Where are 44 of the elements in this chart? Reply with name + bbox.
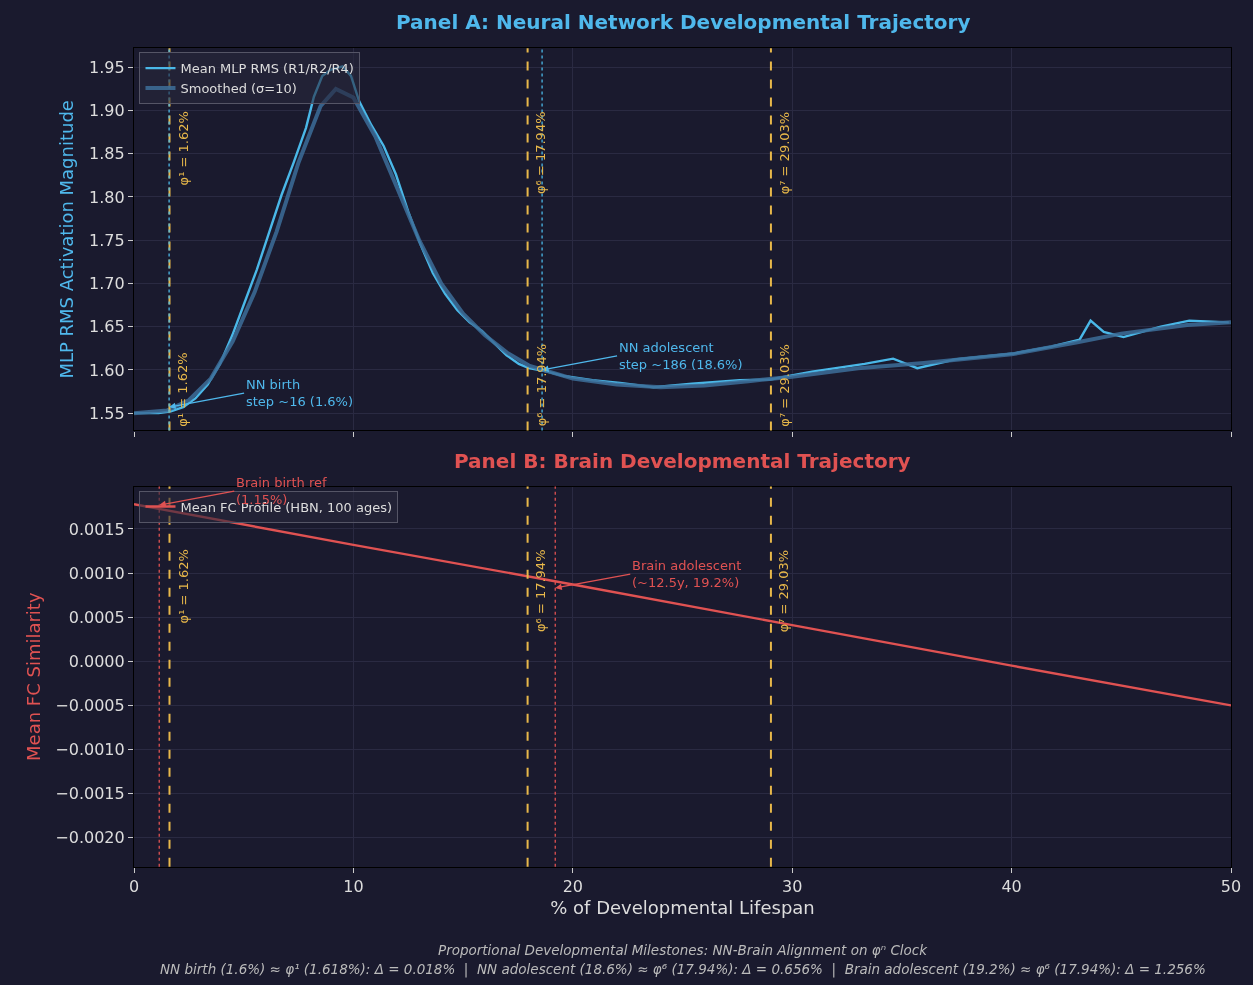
y-axis-title: Mean FC Similarity [22,592,44,761]
chart-title: Panel B: Brain Developmental Trajectory [454,449,911,473]
ref-line-label: φ⁶ = 17.94% [533,549,549,633]
legend-label: Mean MLP RMS (R1/R2/R4) [180,61,354,77]
x-tick-label: 50 [1220,877,1242,897]
y-tick-label: 1.60 [89,360,125,380]
x-axis-title: % of Developmental Lifespan [550,897,815,919]
annotation: NN adolescent step ~186 (18.6%) [619,340,743,372]
y-tick-label: 1.65 [89,317,125,337]
y-tick-label: 0.0010 [68,563,125,583]
y-tick-label: −0.0010 [55,740,125,760]
annotation: φ⁶ = 17.94% [533,343,549,427]
y-tick-label: 1.90 [89,101,125,121]
y-tick-label: −0.0015 [55,784,125,804]
ref-line-label: φ⁶ = 17.94% [533,111,549,195]
text: NN birth (1.6%) ≈ φ¹ (1.618%): Δ = 0.018% | NN adolescent (18.6%) ≈ φ⁶ (17.94%): Δ = 0.656% | Brain adolescent (19.2%) ≈ φ⁶ (17.94%): Δ = 1.256% [160,961,1206,978]
y-tick-label: −0.0005 [55,695,125,715]
x-tick-label: 0 [128,877,140,897]
ref-line-label: φ¹ = 1.62% [175,111,191,186]
y-tick-label: 0.0005 [68,607,125,627]
chart-title: Panel A: Neural Network Developmental Trajectory [396,10,971,34]
ref-line-label: φ¹ = 1.62% [175,549,191,624]
y-tick-label: 1.55 [89,403,125,423]
y-tick-label: 1.70 [89,274,125,294]
y-tick-label: 0.0015 [68,519,125,539]
y-axis-title: MLP RMS Activation Magnitude [56,100,78,379]
legend-label: Smoothed (σ=10) [180,81,297,97]
y-tick-label: 1.85 [89,144,125,164]
y-tick-label: 1.95 [89,57,125,77]
y-tick-label: 1.75 [89,230,125,250]
y-tick-label: 1.80 [89,187,125,207]
ref-line-label: φ⁷ = 29.03% [776,111,792,195]
annotation: φ¹ = 1.62% [175,352,191,427]
x-tick-label: 10 [343,877,364,897]
text: Proportional Developmental Milestones: NN-Brain Alignment on φⁿ Clock [438,942,929,958]
x-tick-label: 40 [1001,877,1022,897]
annotation: NN birth step ~16 (1.6%) [246,377,353,409]
y-tick-label: −0.0020 [55,828,125,848]
ref-line-label: φ⁷ = 29.03% [776,549,792,633]
annotation: φ⁷ = 29.03% [777,344,793,427]
y-tick-label: 0.0000 [68,651,125,671]
x-tick-label: 20 [562,877,583,897]
x-tick-label: 30 [782,877,803,897]
annotation: Brain adolescent (~12.5y, 19.2%) [632,558,742,590]
